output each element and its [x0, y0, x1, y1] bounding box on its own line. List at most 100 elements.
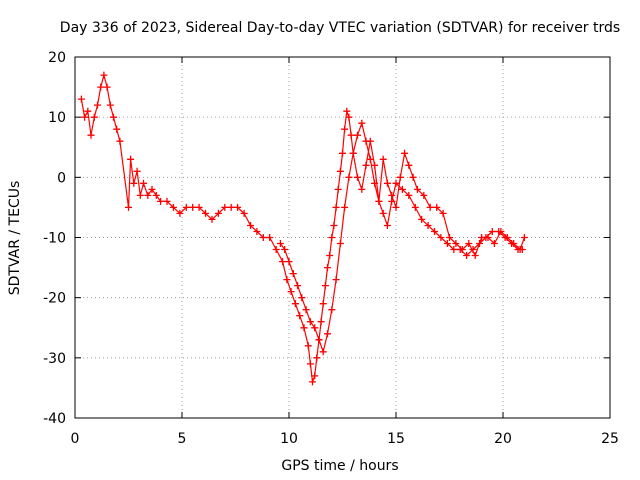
data-point-marker	[279, 258, 287, 266]
data-point-marker	[469, 246, 477, 253]
data-point-marker	[287, 288, 295, 296]
data-point-marker	[214, 209, 222, 217]
series-trace	[80, 72, 525, 383]
data-point-marker	[343, 107, 351, 115]
y-tick-label: 0	[57, 170, 66, 186]
y-tick-label: -30	[43, 351, 66, 367]
data-point-marker	[247, 222, 254, 229]
data-point-marker	[336, 167, 344, 175]
data-point-marker	[234, 203, 242, 211]
data-point-marker	[476, 240, 483, 247]
data-point-marker	[157, 197, 165, 205]
data-point-marker	[383, 179, 391, 187]
x-tick-label: 5	[178, 431, 187, 447]
data-point-marker	[501, 234, 509, 241]
data-point-marker	[298, 294, 306, 302]
data-point-marker	[208, 215, 216, 223]
data-point-marker	[396, 173, 404, 181]
data-point-marker	[339, 149, 346, 157]
data-point-marker	[463, 252, 471, 259]
data-point-marker	[465, 240, 473, 247]
data-point-marker	[424, 222, 432, 229]
x-tick-label: 10	[280, 431, 298, 447]
data-point-marker	[313, 354, 321, 362]
data-point-marker	[140, 179, 147, 187]
data-point-marker	[388, 197, 396, 205]
data-point-marker	[398, 185, 406, 193]
series-sdtvar	[77, 71, 528, 386]
data-point-marker	[311, 372, 319, 380]
data-point-marker	[106, 101, 114, 109]
data-point-marker	[227, 203, 235, 211]
data-point-marker	[317, 318, 325, 326]
data-point-marker	[347, 131, 355, 139]
data-point-marker	[362, 137, 370, 145]
x-tick-label: 20	[494, 431, 512, 447]
data-point-marker	[345, 173, 353, 181]
data-point-marker	[110, 113, 117, 121]
data-point-marker	[366, 155, 374, 163]
y-tick-labels: -40 -30 -20 -10 0 10 20	[43, 50, 66, 427]
data-point-marker	[319, 348, 327, 356]
data-point-marker	[411, 203, 419, 211]
data-point-marker	[379, 155, 387, 163]
x-axis-label: GPS time / hours	[281, 458, 398, 474]
data-point-marker	[482, 234, 490, 241]
data-point-marker	[518, 246, 526, 253]
data-point-marker	[354, 173, 361, 181]
data-point-marker	[354, 131, 361, 139]
data-point-marker	[371, 179, 379, 187]
data-point-marker	[259, 234, 267, 241]
data-point-marker	[392, 203, 400, 211]
data-point-marker	[420, 191, 428, 199]
data-point-marker	[113, 125, 121, 133]
data-point-marker	[383, 222, 391, 229]
data-point-marker	[182, 203, 190, 211]
data-point-marker	[281, 246, 289, 253]
data-point-marker	[471, 252, 479, 259]
data-point-marker	[300, 324, 308, 332]
data-point-marker	[336, 240, 344, 247]
data-point-marker	[116, 137, 124, 145]
data-point-marker	[253, 228, 261, 235]
data-point-marker	[495, 228, 503, 235]
data-point-marker	[349, 149, 357, 157]
y-tick-label: -10	[43, 231, 66, 247]
data-point-marker	[195, 203, 203, 211]
data-point-marker	[285, 258, 293, 266]
data-point-marker	[276, 240, 284, 247]
data-point-marker	[309, 378, 316, 386]
series-trace	[279, 121, 523, 354]
chart-title: Day 336 of 2023, Sidereal Day-to-day VTE…	[60, 20, 620, 36]
data-point-marker	[100, 71, 108, 79]
data-point-marker	[319, 300, 327, 308]
data-point-marker	[311, 324, 319, 332]
data-point-marker	[446, 234, 453, 241]
y-axis-label: SDTVAR / TECUs	[7, 181, 23, 296]
data-point-marker	[379, 209, 387, 217]
data-point-marker	[163, 197, 171, 205]
data-point-marker	[358, 185, 366, 193]
data-point-marker	[176, 209, 184, 217]
data-point-marker	[294, 282, 302, 290]
grid	[75, 57, 610, 418]
data-point-marker	[433, 203, 441, 211]
y-tick-label: 20	[48, 50, 66, 66]
data-point-marker	[324, 330, 331, 338]
data-point-marker	[90, 113, 98, 121]
data-point-marker	[84, 107, 92, 115]
data-point-marker	[240, 209, 248, 217]
data-point-marker	[221, 203, 229, 211]
data-point-marker	[103, 83, 111, 91]
x-tick-label: 0	[71, 431, 80, 447]
x-tick-labels: 0 5 10 15 20 25	[71, 431, 619, 447]
x-tick-label: 25	[601, 431, 619, 447]
data-point-marker	[81, 113, 89, 121]
data-point-marker	[437, 234, 445, 241]
data-point-marker	[202, 209, 209, 217]
data-point-marker	[345, 113, 353, 121]
data-point-marker	[358, 119, 366, 127]
data-point-marker	[144, 191, 152, 199]
data-point-marker	[321, 282, 329, 290]
data-point-marker	[306, 318, 314, 326]
